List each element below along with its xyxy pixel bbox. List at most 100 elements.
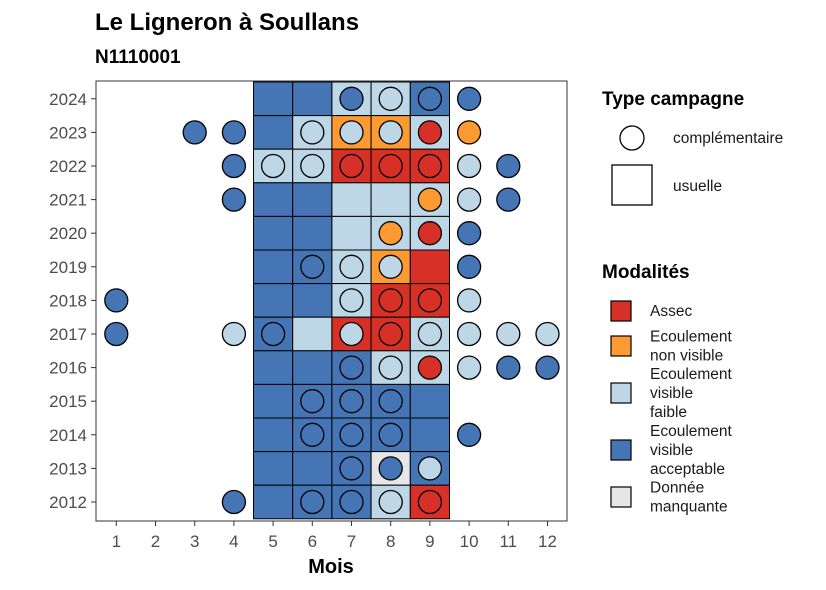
cell-2024-6 <box>292 81 333 117</box>
legend-label-non_visible: Ecoulement <box>650 329 733 346</box>
point-2021-10 <box>456 187 482 212</box>
cell-2021-5 <box>253 182 294 217</box>
legend-key-assec <box>610 300 632 322</box>
point-2024-10 <box>456 86 482 111</box>
cell-2016-6 <box>292 350 333 385</box>
point-2017-11 <box>496 321 521 347</box>
point-2022-4 <box>221 153 247 179</box>
point-2016-7 <box>339 355 364 380</box>
point-2023-8 <box>378 120 403 145</box>
point-2021-4 <box>221 187 247 212</box>
point-2022-11 <box>496 153 521 179</box>
x-tick-label: 9 <box>425 532 434 551</box>
legend-type-title: Type campagne <box>602 89 744 110</box>
cell-2024-5 <box>253 81 294 117</box>
point-2020-8 <box>378 221 403 246</box>
point-2015-7 <box>339 389 364 414</box>
point-2018-9 <box>417 288 443 313</box>
x-tick-label: 6 <box>308 532 317 551</box>
cell-2017-6 <box>292 316 333 352</box>
legend-label-faible: visible <box>650 385 693 402</box>
point-2020-10 <box>456 221 482 246</box>
cell-2021-7 <box>331 182 372 217</box>
y-tick-label: 2019 <box>49 258 87 277</box>
complementaire-points <box>104 86 560 515</box>
legend-label-faible: Ecoulement <box>650 366 733 383</box>
point-2012-9 <box>417 489 443 515</box>
x-tick-label: 3 <box>190 532 199 551</box>
legend-key-acceptable <box>610 439 632 461</box>
point-2021-9 <box>417 187 443 212</box>
y-tick-label: 2016 <box>49 359 87 378</box>
y-tick-label: 2012 <box>49 493 87 512</box>
y-tick-label: 2021 <box>49 191 87 210</box>
x-tick-label: 2 <box>151 532 160 551</box>
point-2013-7 <box>339 456 364 481</box>
legend-label-acceptable: acceptable <box>650 461 725 478</box>
point-2013-8 <box>378 456 403 481</box>
point-2016-11 <box>496 355 521 380</box>
x-tick-label: 1 <box>112 532 121 551</box>
cell-2020-7 <box>331 215 372 251</box>
point-2022-9 <box>417 153 443 179</box>
x-axis: 1 2 3 4 5 6 7 8 9 10 11 12 <box>112 521 557 551</box>
legend-label-usuelle: usuelle <box>673 178 722 195</box>
point-2016-10 <box>456 355 482 380</box>
x-tick-label: 8 <box>386 532 395 551</box>
point-2022-6 <box>300 153 325 179</box>
point-2012-7 <box>339 489 364 515</box>
x-tick-label: 10 <box>460 532 479 551</box>
point-2017-7 <box>339 321 364 347</box>
cell-2019-9 <box>409 249 450 285</box>
point-2017-4 <box>221 321 247 347</box>
legend-circle-symbol <box>619 125 645 151</box>
y-tick-label: 2024 <box>49 90 87 109</box>
legend-label-complementaire: complémentaire <box>673 130 783 147</box>
cell-2013-5 <box>253 451 294 486</box>
point-2023-3 <box>182 120 207 145</box>
point-2018-10 <box>456 288 482 313</box>
point-2024-9 <box>417 86 443 111</box>
x-axis-title: Mois <box>308 556 354 578</box>
point-2016-8 <box>378 355 403 380</box>
point-2017-9 <box>417 321 443 347</box>
point-2015-6 <box>300 389 325 414</box>
point-2019-10 <box>456 254 482 279</box>
x-tick-label: 7 <box>347 532 356 551</box>
cell-2021-6 <box>292 182 333 217</box>
point-2018-1 <box>104 288 129 313</box>
y-axis: 2012 2013 2014 2015 2016 2017 2018 2019 2020 2021… <box>49 90 96 512</box>
point-2017-1 <box>104 321 129 347</box>
cell-2018-6 <box>292 283 333 318</box>
point-2014-6 <box>300 422 325 447</box>
point-2023-7 <box>339 120 364 145</box>
chart-title: Le Ligneron à Soullans <box>95 9 359 36</box>
point-2019-8 <box>378 254 403 279</box>
y-tick-label: 2023 <box>49 123 87 142</box>
y-tick-label: 2013 <box>49 459 87 478</box>
point-2016-9 <box>417 355 443 380</box>
point-2017-10 <box>456 321 482 347</box>
point-2019-7 <box>339 254 364 279</box>
cell-2018-5 <box>253 283 294 318</box>
x-tick-label: 4 <box>229 532 238 551</box>
legend-label-acceptable: visible <box>650 442 693 459</box>
point-2018-8 <box>378 288 403 313</box>
point-2022-10 <box>456 153 482 179</box>
point-2013-9 <box>417 456 443 481</box>
point-2023-4 <box>221 120 247 145</box>
point-2024-7 <box>339 86 364 111</box>
legend-label-manquante: manquante <box>650 499 728 516</box>
point-2021-11 <box>496 187 521 212</box>
cell-2019-5 <box>253 249 294 285</box>
cell-2012-5 <box>253 484 294 520</box>
cell-2015-9 <box>409 383 450 419</box>
legend-label-non_visible: non visible <box>650 348 723 365</box>
point-2016-12 <box>535 355 560 380</box>
point-2012-6 <box>300 489 325 515</box>
legend-label-faible: faible <box>650 404 687 421</box>
point-2022-5 <box>260 153 286 179</box>
chart-subtitle: N1110001 <box>95 47 181 68</box>
plot-panel-border <box>95 80 568 522</box>
